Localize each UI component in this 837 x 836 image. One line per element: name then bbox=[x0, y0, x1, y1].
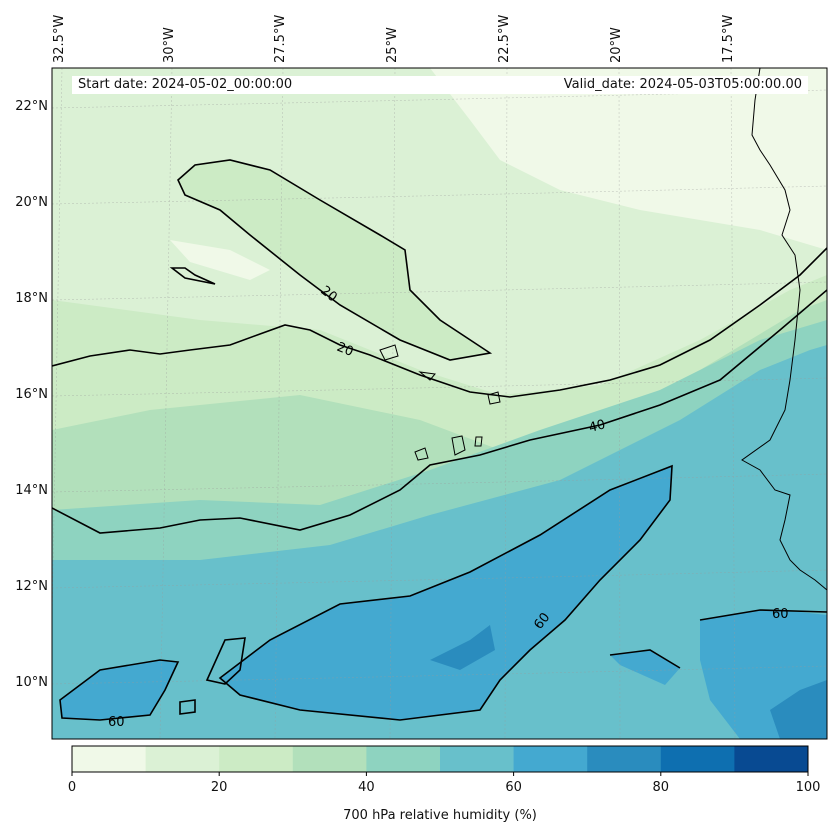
colorbar bbox=[71, 745, 809, 776]
colorbar-tick-label: 60 bbox=[505, 780, 522, 795]
colorbar-tick-label: 0 bbox=[67, 780, 77, 795]
lat-label: 10°N bbox=[15, 675, 48, 690]
lon-label: 17.5°W bbox=[721, 14, 736, 63]
colorbar-segment bbox=[366, 746, 441, 772]
contour-label: 20 bbox=[335, 340, 356, 360]
colorbar-frame bbox=[71, 745, 809, 773]
map-frame bbox=[51, 67, 828, 740]
lon-label: 22.5°W bbox=[497, 14, 512, 63]
colorbar-tick-label: 80 bbox=[652, 780, 670, 795]
lat-label: 20°N bbox=[15, 195, 48, 210]
lon-label: 27.5°W bbox=[273, 14, 288, 63]
lat-label: 16°N bbox=[15, 387, 48, 402]
start-date: Start date: 2024-05-02_00:00:00 bbox=[78, 77, 293, 92]
lat-label: 14°N bbox=[15, 483, 48, 498]
colorbar-segment bbox=[660, 746, 735, 772]
contour-label: 60 bbox=[772, 607, 789, 622]
colorbar-segment bbox=[587, 746, 662, 772]
colorbar-segment bbox=[145, 746, 220, 772]
lat-label: 22°N bbox=[15, 99, 48, 114]
colorbar-tick-label: 20 bbox=[210, 780, 228, 795]
contour-label: 40 bbox=[587, 417, 607, 436]
lon-label: 20°W bbox=[609, 27, 624, 63]
contour-lines bbox=[52, 159, 827, 721]
colorbar-segment bbox=[292, 746, 367, 772]
lat-label: 18°N bbox=[15, 291, 48, 306]
colorbar-segment bbox=[219, 746, 294, 772]
lat-label: 12°N bbox=[15, 579, 48, 594]
colorbar-segment bbox=[72, 746, 147, 772]
colorbar-segment bbox=[440, 746, 515, 772]
colorbar-segment bbox=[513, 746, 588, 772]
contour-label: 60 bbox=[108, 715, 125, 730]
colorbar-tick-label: 100 bbox=[795, 780, 821, 795]
valid-date: Valid_date: 2024-05-03T05:00:00.00 bbox=[563, 77, 802, 92]
lon-label: 32.5°W bbox=[52, 14, 67, 63]
coastline bbox=[379, 68, 827, 591]
colorbar-tick-label: 40 bbox=[358, 780, 375, 795]
colorbar-title: 700 hPa relative humidity (%) bbox=[343, 808, 537, 823]
lon-label: 25°W bbox=[385, 27, 400, 63]
colorbar-segment bbox=[734, 746, 809, 772]
date-header: Start date: 2024-05-02_00:00:00 Valid_da… bbox=[72, 76, 808, 94]
lon-label: 30°W bbox=[162, 27, 177, 63]
